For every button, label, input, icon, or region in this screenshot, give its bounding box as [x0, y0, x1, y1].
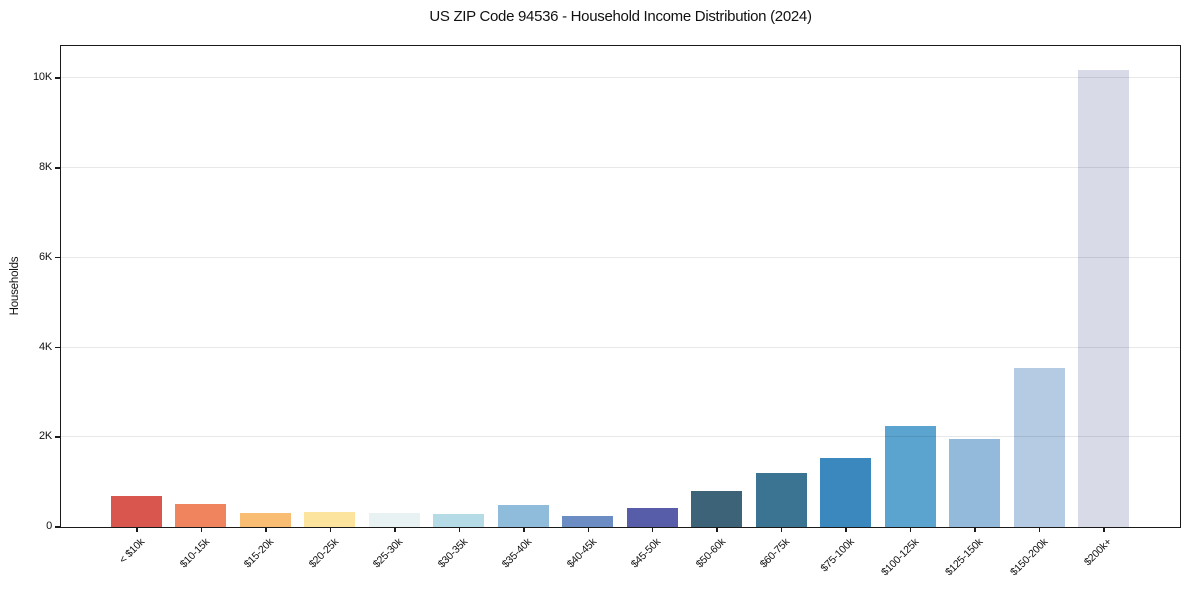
gridline-10k	[61, 77, 1180, 79]
x-tick-mark	[329, 528, 332, 532]
chart-title: US ZIP Code 94536 - Household Income Dis…	[429, 8, 812, 25]
gridline-8k	[61, 167, 1180, 169]
x-tick-mark	[523, 528, 525, 532]
bar-10-15k	[175, 503, 227, 527]
x-tick-label-30-35k: $30-35k	[435, 536, 470, 571]
bar-200k+	[1078, 70, 1129, 527]
x-tick-mark	[651, 528, 654, 532]
gridline-2k	[61, 436, 1180, 438]
y-axis-label: Households	[9, 256, 21, 316]
x-tick-label-20-25k: $20-25k	[306, 536, 341, 571]
x-tick-mark	[394, 528, 396, 532]
x-tick-mark	[909, 528, 912, 532]
x-tick-mark	[458, 528, 461, 532]
y-tick-label-6k: 6K	[38, 250, 52, 263]
bar-35-40k	[497, 505, 549, 527]
y-tick-label-4k: 4K	[38, 340, 52, 353]
bar-125-150k	[949, 438, 1001, 527]
x-tick-mark	[845, 528, 847, 532]
x-tick-label-35-40k: $35-40k	[499, 536, 535, 571]
gridline-4k	[61, 346, 1180, 348]
x-tick-label-50-60k: $50-60k	[693, 536, 728, 571]
x-tick-mark	[265, 528, 267, 532]
x-tick-mark	[1038, 528, 1041, 532]
y-tick-label-2k: 2K	[38, 430, 52, 443]
x-tick-mark	[974, 528, 976, 532]
x-tick-label-125-150k: $125-150k	[943, 536, 986, 579]
x-tick-label-10-15k: $10-15k	[177, 536, 212, 571]
bar-15-20k	[239, 512, 291, 527]
x-tick-label-10k: < $10k	[117, 536, 148, 567]
bar-100-125k	[884, 425, 936, 527]
bar-150-200k	[1013, 368, 1065, 527]
y-tick-label-0: 0	[46, 520, 52, 532]
y-tick-mark	[55, 526, 60, 528]
bar-45-50k	[626, 507, 678, 527]
x-tick-mark	[587, 528, 590, 532]
bar-10k	[111, 496, 162, 527]
x-tick-mark	[1103, 528, 1105, 532]
y-tick-mark	[55, 77, 60, 79]
y-tick-label-10k: 10K	[33, 71, 52, 84]
y-tick-mark	[55, 167, 60, 169]
x-tick-mark	[136, 528, 138, 532]
x-tick-label-60-75k: $60-75k	[757, 536, 793, 571]
y-tick-mark	[55, 436, 60, 438]
x-tick-label-200k+: $200k+	[1082, 536, 1115, 569]
x-tick-label-40-45k: $40-45k	[564, 536, 599, 571]
y-tick-label-8k: 8K	[38, 161, 52, 174]
y-tick-mark	[55, 256, 60, 259]
bar-25-30k	[368, 513, 420, 527]
plot-area	[60, 45, 1181, 528]
bar-40-45k	[562, 515, 614, 527]
bar-30-35k	[433, 513, 485, 527]
y-tick-mark	[55, 346, 60, 349]
x-tick-label-25-30k: $25-30k	[371, 536, 406, 571]
bar-60-75k	[755, 472, 807, 527]
x-tick-mark	[780, 528, 783, 532]
x-tick-mark	[200, 528, 203, 532]
x-tick-label-100-125k: $100-125k	[878, 536, 922, 579]
x-tick-label-150-200k: $150-200k	[1007, 536, 1051, 579]
gridline-6k	[61, 256, 1180, 258]
x-tick-label-75-100k: $75-100k	[818, 536, 857, 575]
x-tick-label-15-20k: $15-20k	[242, 536, 277, 571]
x-tick-label-45-50k: $45-50k	[628, 536, 664, 571]
bar-50-60k	[691, 491, 743, 527]
bar-75-100k	[820, 458, 872, 527]
bar-20-25k	[304, 511, 356, 527]
x-tick-mark	[716, 528, 718, 532]
